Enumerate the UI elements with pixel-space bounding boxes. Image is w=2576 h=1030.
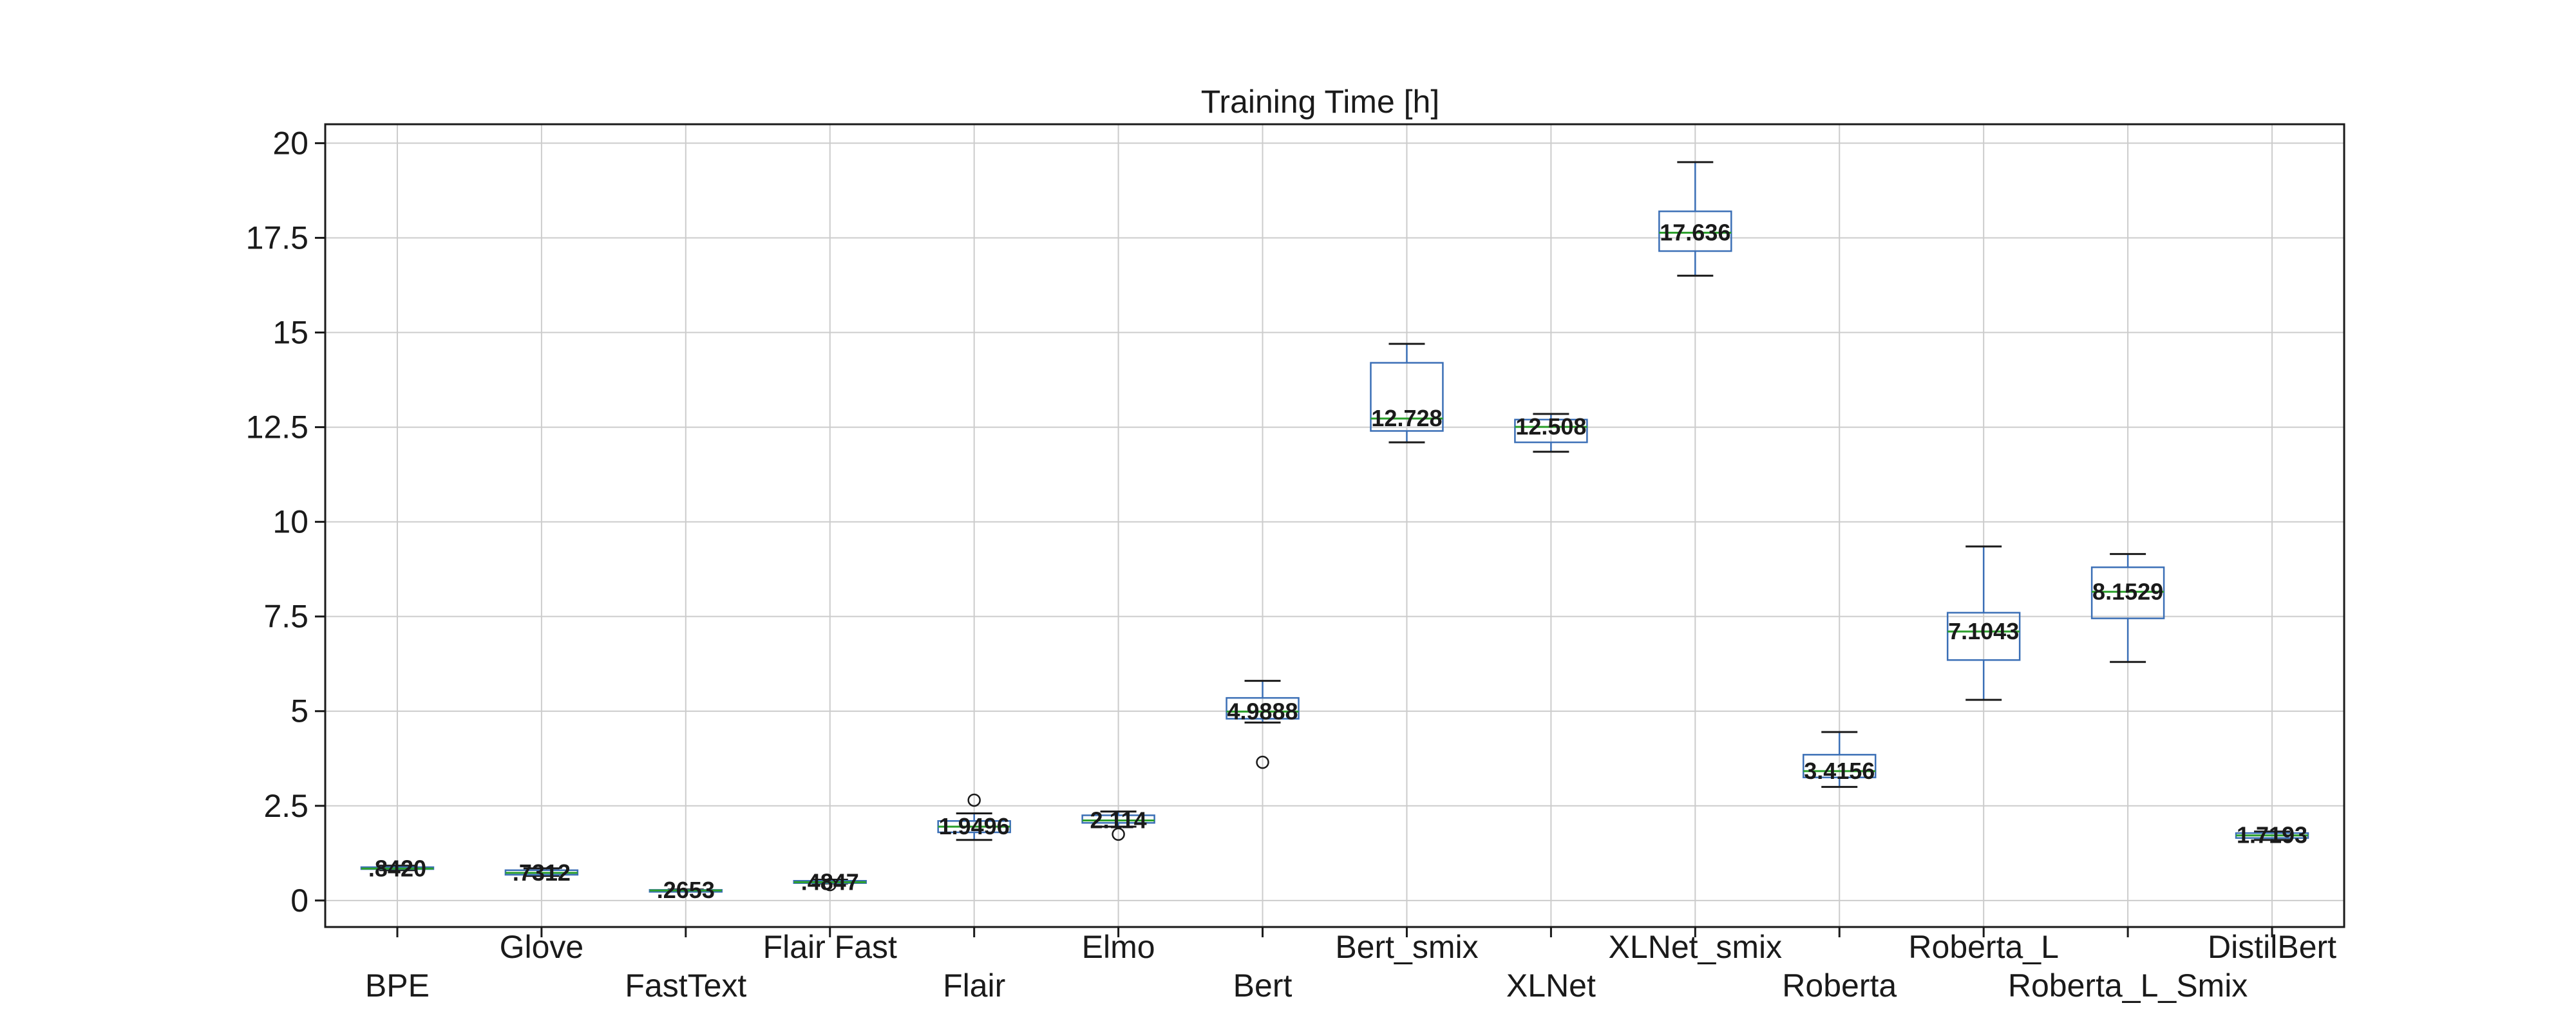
median-value-label: 1.7193 (2237, 822, 2307, 848)
median-value-label: 3.4156 (1804, 758, 1875, 784)
x-tick-label: Glove (500, 929, 584, 965)
y-tick-label: 12.5 (246, 409, 308, 445)
y-tick-label: 10 (272, 504, 308, 540)
box-glove (504, 867, 579, 877)
x-tick-label: Flair (943, 968, 1005, 1004)
x-tick-label: XLNet_smix (1609, 929, 1783, 965)
iqr-box (1946, 612, 2021, 661)
box-bert (1226, 680, 1300, 769)
x-tick-label: Roberta (1782, 968, 1897, 1004)
x-axis-ticks: BPE Glove FastText Flair Fast Flair Elmo Bert B… (365, 927, 2336, 1004)
outlier-point (1112, 827, 1125, 841)
y-axis-ticks: 0 2.5 5 7.5 10 12.5 15 17.5 20 (246, 125, 325, 919)
box-fasttext (649, 888, 723, 893)
box-flair-fast (793, 877, 867, 892)
box-roberta-l (1946, 545, 2021, 701)
box-xlnet (1514, 413, 1588, 453)
median-value-label: 2.114 (1090, 807, 1147, 833)
x-tick-label: Elmo (1082, 929, 1155, 965)
median-value-label: 12.508 (1515, 413, 1586, 440)
boxes (360, 161, 2309, 893)
x-tick-label: Roberta_L (1908, 929, 2059, 965)
outlier-point (967, 793, 981, 807)
y-tick-label: 5 (290, 693, 308, 729)
iqr-box (1514, 418, 1588, 444)
outlier-point (823, 877, 837, 892)
median-value-label: 17.636 (1660, 219, 1730, 245)
y-tick-label: 7.5 (263, 599, 308, 635)
median-value-label: .7312 (513, 859, 571, 886)
iqr-box (1226, 697, 1300, 720)
box-roberta-l-smix (2090, 553, 2165, 663)
y-tick-label: 0 (290, 883, 308, 919)
median-value-label: .2653 (657, 877, 715, 903)
iqr-box (1658, 211, 1732, 252)
median-value-label: 8.1529 (2092, 578, 2163, 604)
box-flair (937, 793, 1011, 841)
median-labels: .8420 .7312 .2653 .4847 1.9496 2.114 4.9888 12.… (368, 219, 2307, 903)
grid-lines (325, 124, 2344, 927)
y-tick-label: 17.5 (246, 220, 308, 256)
iqr-box (1081, 814, 1155, 824)
median-value-label: .8420 (368, 855, 426, 881)
box-bpe (360, 865, 435, 872)
iqr-box (2090, 566, 2165, 619)
x-tick-label: BPE (365, 968, 430, 1004)
x-tick-label: FastText (625, 968, 746, 1004)
iqr-box (1370, 362, 1444, 432)
median-value-label: 4.9888 (1227, 698, 1298, 724)
y-tick-label: 15 (272, 315, 308, 351)
outlier-point (1256, 755, 1269, 769)
y-tick-label: 20 (272, 125, 308, 161)
median-value-label: 7.1043 (1948, 618, 2019, 644)
x-tick-label: Flair Fast (763, 929, 897, 965)
x-tick-label: DistilBert (2208, 929, 2336, 965)
box-distilbert (2235, 830, 2309, 841)
box-roberta (1803, 731, 1877, 788)
plot-frame (324, 123, 2345, 928)
x-tick-label: Bert_smix (1335, 929, 1478, 965)
median-value-label: 12.728 (1371, 405, 1442, 431)
median-value-label: .4847 (801, 868, 859, 895)
box-elmo (1081, 810, 1155, 841)
chart-title: Training Time [h] (1201, 84, 1440, 120)
x-tick-label: XLNet (1506, 968, 1596, 1004)
y-tick-label: 2.5 (263, 788, 308, 824)
iqr-box (1803, 754, 1877, 778)
median-value-label: 1.9496 (939, 813, 1010, 839)
box-bert-smix (1370, 342, 1444, 444)
x-tick-label: Roberta_L_Smix (2008, 968, 2248, 1004)
x-tick-label: Bert (1233, 968, 1293, 1004)
box-xlnet-smix (1658, 161, 1732, 277)
